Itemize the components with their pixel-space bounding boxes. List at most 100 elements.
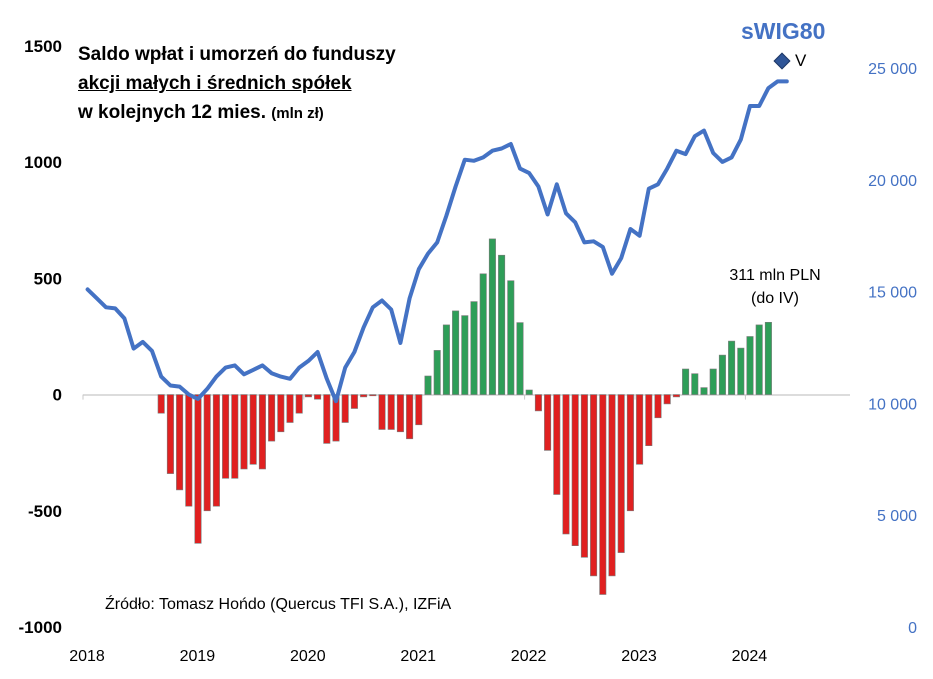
bar-2021-05 [452,310,460,395]
bar-2020-06 [350,394,358,409]
latest-month-label: V [795,51,807,70]
bar-2019-05 [231,394,239,479]
chart-title: Saldo wpłat i umorzeń do funduszy akcji … [78,40,396,128]
bar-2023-11 [728,340,736,395]
bar-2023-09 [709,368,717,395]
bar-2020-12 [406,394,414,440]
bar-2022-03 [544,394,552,451]
bar-2021-11 [507,280,515,395]
series-label-swig80: sWIG80 [741,18,826,44]
y-right-tick-label: 25 000 [868,61,917,78]
bar-2022-11 [617,394,625,553]
bar-2024-03 [764,321,772,395]
bar-2022-06 [571,394,579,547]
y-right-tick-label: 15 000 [868,285,917,302]
bar-2019-02 [203,394,211,512]
bar-2021-07 [470,301,478,395]
bar-2020-02 [314,394,322,400]
y-left-tick-label: 1000 [24,153,62,172]
bar-2020-09 [378,394,386,430]
x-tick-label: 2020 [290,648,326,665]
y-left-tick-label: 500 [34,269,62,288]
bar-2019-03 [212,394,220,507]
x-tick-label: 2022 [511,648,547,665]
bar-2022-05 [562,394,570,535]
bar-2022-12 [626,394,634,512]
bar-2018-09 [157,394,165,414]
bar-2023-10 [718,354,726,395]
bar-2019-08 [258,394,266,470]
bar-2023-01 [636,394,644,465]
bar-2018-10 [166,394,174,474]
bar-2022-07 [580,394,588,558]
bar-2023-02 [645,394,653,447]
bar-2023-12 [737,347,745,395]
bar-2019-06 [240,394,248,470]
y-left-tick-label: -500 [28,502,62,521]
y-right-tick-label: 0 [908,620,917,637]
bar-2019-01 [194,394,202,544]
bar-2020-03 [323,394,331,444]
x-tick-label: 2024 [732,648,768,665]
x-tick-label: 2021 [400,648,436,665]
annotation-line-1: 311 mln PLN [729,267,821,284]
bar-2019-10 [277,394,285,433]
bar-2023-07 [691,373,699,395]
bar-2019-04 [222,394,230,479]
bar-2024-02 [755,324,763,395]
bar-2023-04 [663,394,671,405]
x-axis-labels: 2018 2019 2020 2021 2022 2023 2024 [69,648,767,665]
y-left-tick-label: -1000 [19,618,62,637]
y-axis-right: 25 000 20 000 15 000 10 000 5 000 0 [868,61,917,637]
bar-2020-08 [369,394,377,397]
y-axis-left: 1500 1000 500 0 -500 -1000 [19,37,62,637]
bar-2023-08 [700,387,708,395]
title-line-1: Saldo wpłat i umorzeń do funduszy [78,44,396,65]
bar-2020-07 [360,394,368,398]
bar-2022-04 [553,394,561,495]
bar-2019-11 [286,394,294,423]
title-unit: (mln zł) [271,105,324,122]
bar-2021-12 [516,322,524,395]
bars-group [157,238,772,595]
bar-2022-08 [590,394,598,577]
bar-2022-02 [534,394,542,412]
annotation-line-2: (do IV) [750,290,799,307]
title-line-3: w kolejnych 12 mies. [78,102,266,123]
bar-2020-11 [396,394,404,433]
bar-2019-07 [249,394,257,465]
y-left-tick-label: 1500 [24,37,62,56]
bar-2021-03 [433,350,441,395]
y-right-tick-label: 5 000 [877,508,917,525]
bar-2021-04 [442,324,450,395]
bar-2021-09 [488,238,496,395]
bar-2023-06 [682,368,690,395]
x-tick-label: 2019 [180,648,216,665]
y-right-tick-label: 20 000 [868,173,917,190]
bar-2021-02 [424,375,432,395]
bar-2022-09 [599,394,607,595]
bar-2019-12 [295,394,303,414]
bar-2021-10 [498,254,506,395]
bar-2023-05 [672,394,680,398]
swig80-line [85,79,789,404]
bar-2018-11 [176,394,184,491]
bar-2021-08 [479,273,487,395]
bar-2023-03 [654,394,662,419]
bar-2022-01 [525,389,533,395]
x-tick-label: 2023 [621,648,657,665]
y-right-tick-label: 10 000 [868,396,917,413]
bar-2020-10 [387,394,395,430]
source-note: Źródło: Tomasz Hońdo (Quercus TFI S.A.),… [105,596,452,613]
bar-2018-12 [185,394,193,507]
bar-2019-09 [268,394,276,442]
bar-2024-01 [746,336,754,395]
x-tick-label: 2018 [69,648,105,665]
bar-2020-01 [304,394,312,398]
bar-2021-01 [415,394,423,426]
y-left-tick-label: 0 [53,386,62,405]
bar-2021-06 [461,315,469,395]
title-line-2: akcji małych i średnich spółek [78,73,352,94]
